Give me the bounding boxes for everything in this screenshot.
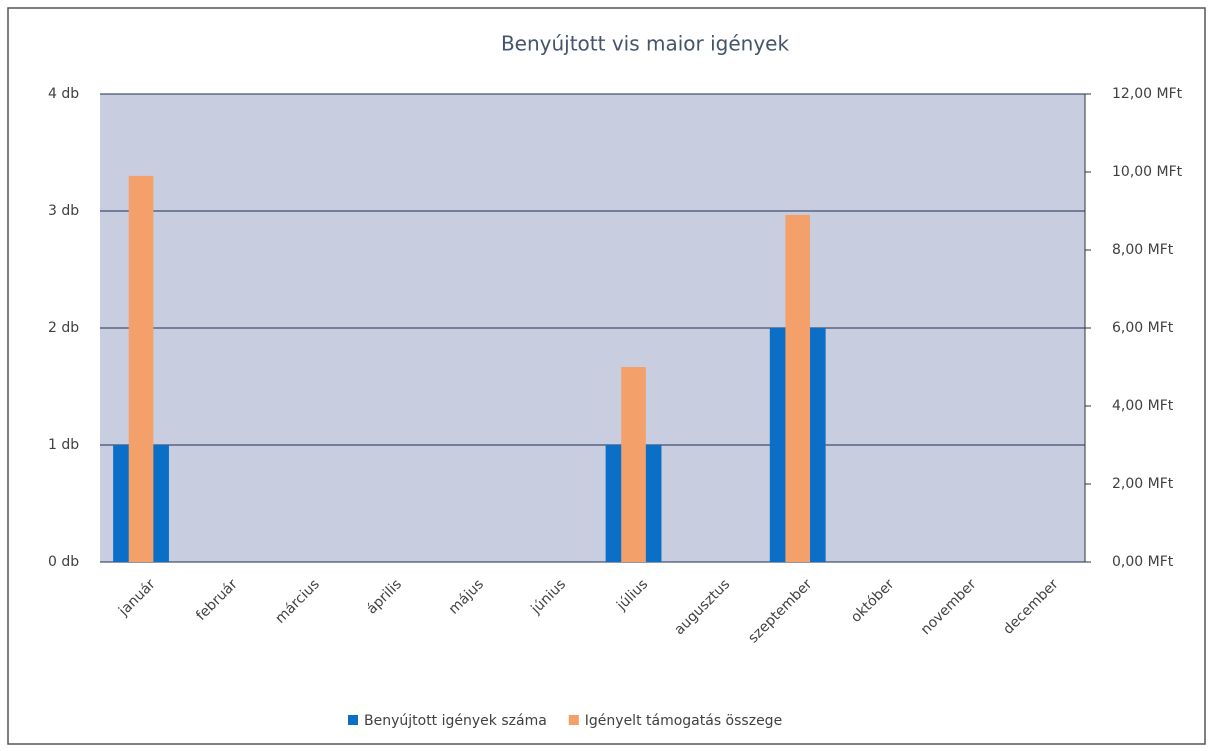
y-tick-label: 0 db	[48, 554, 79, 570]
y2-tick-label: 8,00 MFt	[1112, 242, 1174, 258]
bar	[621, 367, 646, 562]
bar	[128, 175, 154, 562]
y2-tick-label: 10,00 MFt	[1112, 164, 1183, 180]
y2-tick-label: 4,00 MFt	[1112, 398, 1174, 414]
y-tick-label: 1 db	[48, 437, 79, 453]
legend-swatch	[348, 715, 358, 725]
y-tick-label: 3 db	[48, 203, 79, 219]
y2-tick-label: 6,00 MFt	[1112, 320, 1174, 336]
y2-tick-label: 12,00 MFt	[1112, 86, 1183, 102]
legend-label: Igényelt támogatás összege	[585, 713, 782, 729]
legend-swatch	[568, 715, 579, 725]
y2-tick-label: 0,00 MFt	[1112, 554, 1174, 570]
y2-tick-label: 2,00 MFt	[1112, 476, 1174, 492]
legend-label: Benyújtott igények száma	[364, 713, 547, 729]
y-tick-label: 2 db	[48, 320, 79, 336]
y-tick-label: 4 db	[48, 86, 79, 102]
bar	[785, 214, 811, 562]
chart-title: Benyújtott vis maior igények	[501, 32, 790, 56]
